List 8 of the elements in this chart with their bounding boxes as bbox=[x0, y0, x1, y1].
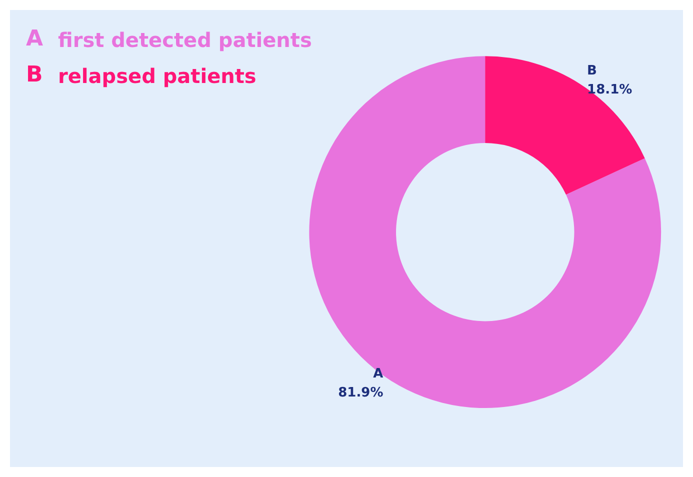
category-label: A bbox=[26, 26, 44, 52]
data-label: 18.1% bbox=[587, 82, 632, 98]
slice-label: A bbox=[373, 366, 384, 382]
text: relapsed patients bbox=[58, 64, 256, 88]
text: first detected patients bbox=[58, 28, 312, 52]
data-label: 81.9% bbox=[338, 386, 384, 401]
slice-label: B bbox=[587, 63, 597, 78]
category-label: B bbox=[26, 62, 43, 88]
